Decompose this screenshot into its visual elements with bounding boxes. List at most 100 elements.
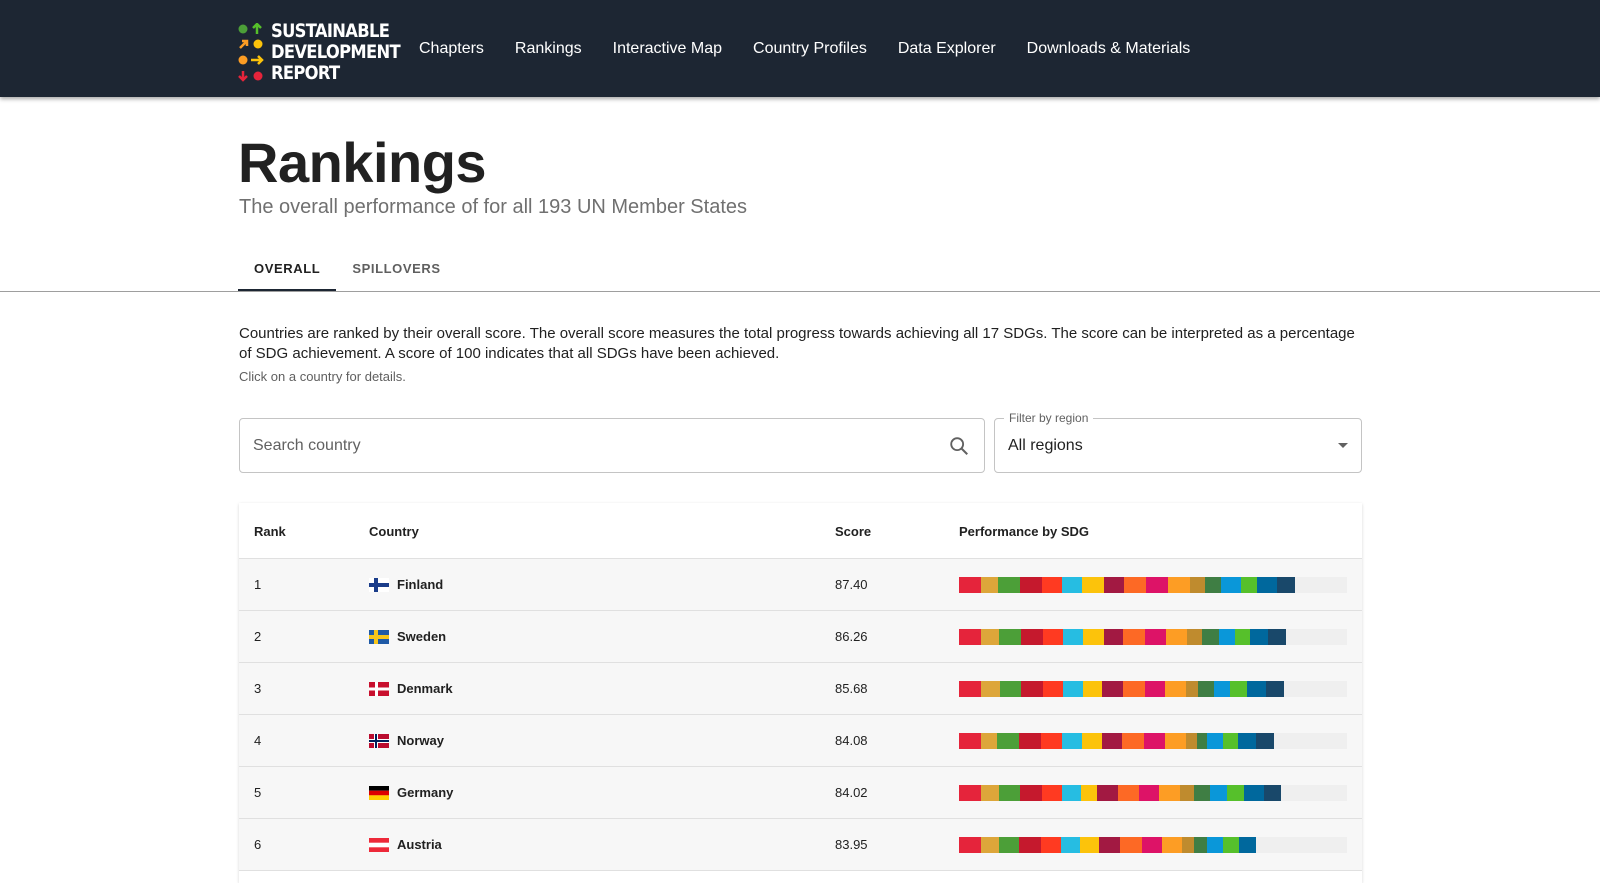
sdg-10-segment <box>1146 577 1168 593</box>
score-cell: 87.40 <box>835 577 868 592</box>
score-cell: 84.02 <box>835 785 868 800</box>
sdg-performance-bar <box>959 577 1347 593</box>
sdg-7-segment <box>1083 629 1104 645</box>
sdg-performance-bar <box>959 733 1347 749</box>
sdg-7-segment <box>1083 681 1102 697</box>
sdg-12-segment <box>1186 681 1198 697</box>
sdg-13-segment <box>1194 785 1210 801</box>
rank-cell: 2 <box>254 629 262 644</box>
sdg-11-segment <box>1165 733 1186 749</box>
country-cell: Norway <box>397 733 444 748</box>
country-cell: Finland <box>397 577 444 592</box>
sdg-15-segment <box>1241 577 1257 593</box>
header-rank[interactable]: Rank <box>254 524 286 539</box>
logo-line-3: REPORT <box>271 62 340 84</box>
sdg-3-segment <box>999 629 1021 645</box>
sdg-1-segment <box>959 577 981 593</box>
header-country[interactable]: Country <box>369 524 419 539</box>
rank-cell: 5 <box>254 785 262 800</box>
sdg-8-segment <box>1102 681 1123 697</box>
sdg-5-segment <box>1042 577 1062 593</box>
country-cell: Austria <box>397 837 442 852</box>
country-cell: Sweden <box>397 629 447 644</box>
sdg-2-segment <box>981 629 999 645</box>
sdg-17-segment <box>1256 733 1274 749</box>
nav-data-explorer[interactable]: Data Explorer <box>897 39 996 57</box>
sdg-performance-bar <box>959 785 1347 801</box>
search-input[interactable] <box>240 419 930 472</box>
sdg-9-segment <box>1123 681 1145 697</box>
tab-spillovers[interactable]: SPILLOVERS <box>352 261 441 276</box>
sdg-3-segment <box>999 837 1019 853</box>
nav-rankings[interactable]: Rankings <box>514 39 582 57</box>
score-cell: 83.95 <box>835 837 868 852</box>
sdg-6-segment <box>1061 837 1080 853</box>
table-row[interactable]: 4 Norway 84.08 <box>239 715 1362 767</box>
sdg-1-segment <box>959 733 981 749</box>
sdg-16-segment <box>1257 577 1277 593</box>
sdg-16-segment <box>1239 837 1256 853</box>
search-icon[interactable] <box>948 435 970 457</box>
sdg-16-segment <box>1250 629 1268 645</box>
page-subtitle: The overall performance of for all 193 U… <box>239 196 747 218</box>
sdg-8-segment <box>1102 733 1122 749</box>
table-row[interactable]: 3 Denmark 85.68 <box>239 663 1362 715</box>
table-row[interactable]: 5 Germany 84.02 <box>239 767 1362 819</box>
sdg-8-segment <box>1099 837 1120 853</box>
sdg-16-segment <box>1238 733 1256 749</box>
sdg-6-segment <box>1062 733 1082 749</box>
page-title: Rankings <box>238 131 487 194</box>
sdg-6-segment <box>1063 681 1083 697</box>
sdg-14-segment <box>1219 629 1235 645</box>
rankings-description: Countries are ranked by their overall sc… <box>239 325 1355 362</box>
sdr-logo[interactable]: SUSTAINABLE DEVELOPMENT REPORT <box>238 21 401 85</box>
sdg-performance-bar <box>959 681 1347 697</box>
score-cell: 84.08 <box>835 733 868 748</box>
table-row[interactable]: 2 Sweden 86.26 <box>239 611 1362 663</box>
sdg-1-segment <box>959 681 981 697</box>
sdg-8-segment <box>1104 577 1124 593</box>
sdg-6-segment <box>1062 785 1081 801</box>
header-score[interactable]: Score <box>835 524 872 539</box>
sdg-12-segment <box>1186 733 1197 749</box>
sdg-5-segment <box>1041 837 1061 853</box>
score-cell: 86.26 <box>835 629 868 644</box>
sdg-13-segment <box>1205 577 1221 593</box>
sdg-dots-icon <box>238 23 264 82</box>
sdg-9-segment <box>1124 577 1146 593</box>
sdg-4-segment <box>1021 681 1043 697</box>
rank-cell: 6 <box>254 837 262 852</box>
rank-cell: 1 <box>254 577 262 592</box>
nav-interactive-map[interactable]: Interactive Map <box>612 39 723 57</box>
sdg-8-segment <box>1104 629 1123 645</box>
sdg-5-segment <box>1042 785 1062 801</box>
logo-wordmark: SUSTAINABLE DEVELOPMENT REPORT <box>271 21 401 84</box>
nav-chapters[interactable]: Chapters <box>419 39 484 57</box>
tab-overall[interactable]: OVERALL <box>238 256 337 292</box>
search-box <box>239 418 985 473</box>
sdg-9-segment <box>1120 837 1142 853</box>
sdg-13-segment <box>1198 681 1214 697</box>
sdg-1-segment <box>959 785 981 801</box>
sdg-13-segment <box>1202 629 1219 645</box>
dropdown-arrow-icon <box>1338 443 1348 448</box>
region-filter-select[interactable]: Filter by region All regions <box>994 411 1362 473</box>
sdg-7-segment <box>1082 733 1102 749</box>
nav-country-profiles[interactable]: Country Profiles <box>753 39 867 57</box>
sdg-5-segment <box>1041 733 1062 749</box>
sdg-17-segment <box>1264 785 1281 801</box>
sdg-14-segment <box>1214 681 1230 697</box>
table-header: Rank Country Score Performance by SDG <box>239 503 1362 559</box>
rankings-table: Rank Country Score Performance by SDG 1 … <box>239 503 1362 883</box>
sdg-5-segment <box>1043 629 1063 645</box>
table-row[interactable]: 1 Finland 87.40 <box>239 559 1362 611</box>
sdg-15-segment <box>1227 785 1244 801</box>
denmark-flag-icon <box>369 682 389 696</box>
austria-flag-icon <box>369 838 389 852</box>
sdg-12-segment <box>1182 837 1194 853</box>
table-row[interactable]: 6 Austria 83.95 <box>239 819 1362 871</box>
sdg-2-segment <box>981 785 999 801</box>
nav-downloads-materials[interactable]: Downloads & Materials <box>1026 39 1191 57</box>
sdg-9-segment <box>1122 733 1144 749</box>
sdg-17-segment <box>1266 681 1284 697</box>
